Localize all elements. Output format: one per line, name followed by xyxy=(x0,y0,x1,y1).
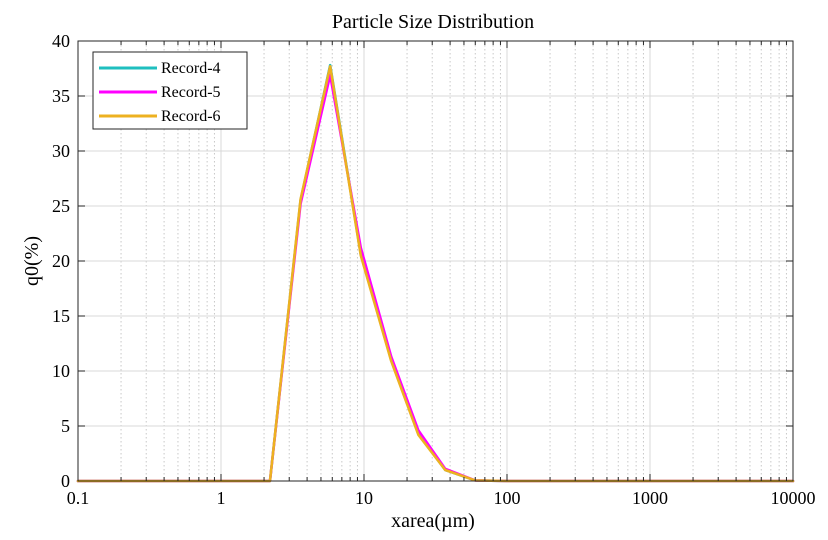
x-tick-label: 1 xyxy=(217,488,226,508)
axis-ticks xyxy=(77,40,794,482)
x-tick-labels: 0.1 1 10 100 1000 10000 xyxy=(67,488,816,508)
y-tick-label: 40 xyxy=(52,31,70,51)
y-tick-label: 30 xyxy=(52,141,70,161)
legend-label-record-5: Record-5 xyxy=(161,84,221,101)
y-tick-label: 20 xyxy=(52,251,70,271)
y-tick-label: 25 xyxy=(52,196,70,216)
x-axis-label: xarea(µm) xyxy=(391,510,475,532)
y-tick-labels: 0 5 10 15 20 25 30 35 40 xyxy=(52,31,70,491)
y-tick-label: 5 xyxy=(61,416,70,436)
y-tick-label: 35 xyxy=(52,86,70,106)
x-tick-label: 0.1 xyxy=(67,488,90,508)
legend-label-record-6: Record-6 xyxy=(161,108,221,125)
chart-title: Particle Size Distribution xyxy=(332,11,534,33)
x-tick-label: 1000 xyxy=(632,488,668,508)
legend-label-record-4: Record-4 xyxy=(161,60,221,77)
series-line-record-5 xyxy=(76,73,795,483)
y-axis-label: q0(%) xyxy=(21,236,43,286)
legend[interactable]: Record-4 Record-5 Record-6 xyxy=(92,51,248,130)
grid xyxy=(77,40,794,482)
y-tick-label: 0 xyxy=(61,471,70,491)
x-tick-label: 10000 xyxy=(771,488,816,508)
x-tick-label: 100 xyxy=(494,488,521,508)
y-tick-label: 15 xyxy=(52,306,70,326)
y-tick-label: 10 xyxy=(52,361,70,381)
x-tick-label: 10 xyxy=(355,488,373,508)
